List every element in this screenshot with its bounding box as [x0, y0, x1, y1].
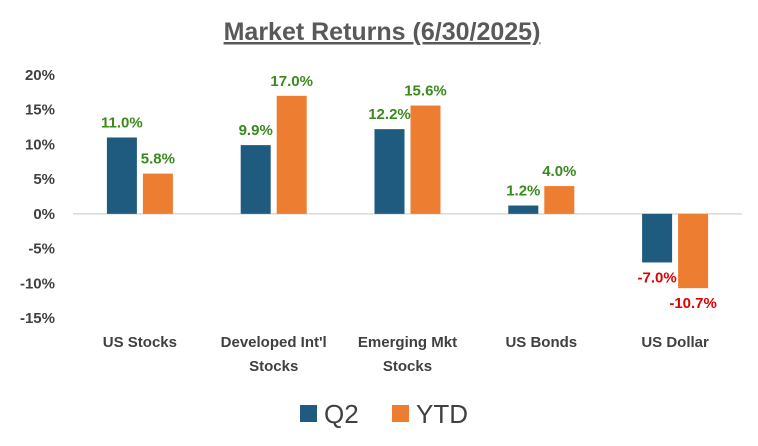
data-label: -10.7%: [669, 295, 717, 312]
bar-q2: [106, 137, 137, 214]
data-label: 12.2%: [368, 106, 411, 123]
category-label: US Bonds: [505, 334, 577, 351]
data-label: -7.0%: [638, 269, 677, 286]
bar-q2: [642, 213, 673, 263]
data-label: 5.8%: [141, 151, 175, 168]
data-label: 4.0%: [542, 163, 576, 180]
bar-q2: [374, 129, 405, 214]
category-label: Developed Int'l: [221, 334, 327, 351]
y-tick-label: -5%: [28, 241, 55, 258]
category-label: Stocks: [249, 358, 298, 375]
category-labels: US Stocks Developed Int'l Stocks Emerging M…: [103, 334, 709, 375]
legend: Q2 YTD: [300, 399, 468, 429]
y-tick-label: 5%: [33, 171, 55, 188]
data-label: 11.0%: [101, 114, 143, 131]
y-tick-label: -10%: [20, 275, 55, 292]
bar-q2: [508, 205, 539, 214]
bar-q2: [240, 145, 271, 214]
bar-ytd: [678, 213, 709, 289]
legend-swatch-q2: [300, 405, 317, 422]
legend-label-q2: Q2: [324, 399, 359, 429]
data-label: 1.2%: [506, 183, 540, 200]
y-tick-label: 0%: [33, 206, 55, 223]
category-label: Stocks: [383, 358, 432, 375]
y-tick-label: 20%: [25, 67, 55, 84]
legend-label-ytd: YTD: [416, 399, 468, 429]
legend-swatch-ytd: [392, 405, 409, 422]
y-tick-label: -15%: [20, 310, 55, 327]
category-label: US Stocks: [103, 334, 177, 351]
category-label: Emerging Mkt: [358, 334, 457, 351]
bar-ytd: [410, 105, 441, 214]
bar-ytd: [544, 186, 575, 214]
category-label: US Dollar: [641, 334, 709, 351]
bars: [106, 95, 709, 289]
data-label: 17.0%: [270, 73, 313, 90]
bar-ytd: [142, 173, 173, 214]
data-labels: 11.0% 5.8% 9.9% 17.0% 12.2% 15.6% 1.2%4.0% -7.0…: [101, 73, 717, 312]
y-tick-label: 10%: [25, 136, 55, 153]
y-tick-label: 15%: [25, 102, 55, 119]
y-axis: 20% 15% 10% 5% 0% -5% -10% -15%: [20, 67, 55, 327]
chart-title: Market Returns (6/30/2025): [224, 18, 541, 46]
bar-ytd: [276, 95, 307, 214]
data-label: 9.9%: [239, 122, 273, 139]
data-label: 15.6%: [404, 83, 447, 100]
